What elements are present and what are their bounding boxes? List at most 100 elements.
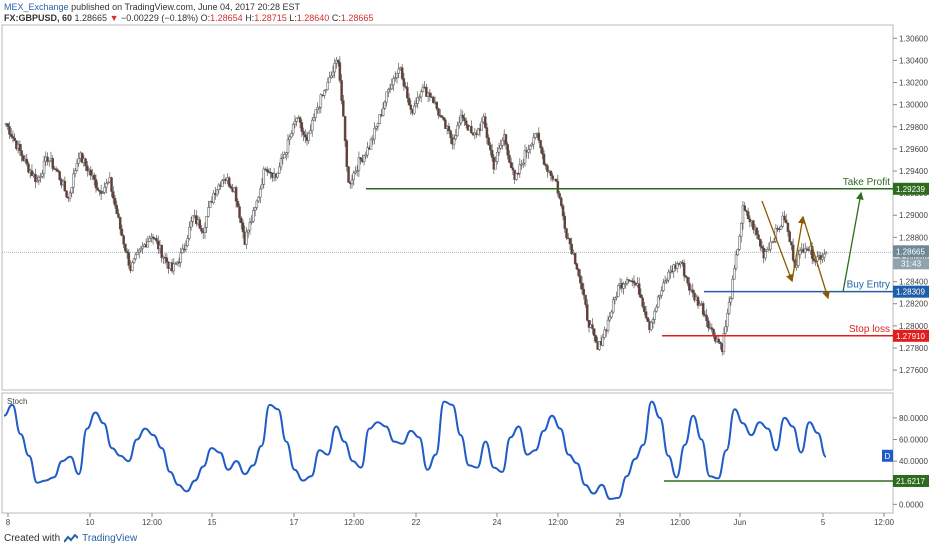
- candle-body: [298, 117, 302, 123]
- candle-body: [518, 164, 522, 174]
- candle-body: [421, 86, 425, 93]
- candle-body: [217, 184, 221, 191]
- candle-body: [520, 163, 523, 166]
- candle-body: [281, 157, 285, 160]
- candle-body: [402, 78, 406, 87]
- candle-body: [456, 125, 459, 136]
- candle-body: [364, 154, 368, 157]
- candle-body: [772, 240, 776, 243]
- candle-body: [241, 222, 245, 233]
- candle-body: [317, 107, 321, 109]
- candle-body: [253, 207, 257, 211]
- candle-body: [528, 145, 532, 150]
- candle-body: [96, 187, 99, 191]
- candle-body: [189, 221, 193, 228]
- candle-body: [523, 150, 527, 164]
- tradingview-brand[interactable]: TradingView: [82, 533, 138, 544]
- candle-body: [625, 279, 629, 284]
- open-value: 1.28654: [210, 13, 243, 23]
- candle-body: [248, 222, 252, 231]
- candle-body: [437, 108, 440, 116]
- candle-body: [25, 158, 29, 165]
- candle-body: [286, 139, 290, 153]
- candle-body: [388, 88, 392, 91]
- candle-body: [824, 252, 828, 255]
- candle-body: [234, 187, 238, 202]
- publisher-name[interactable]: MEX_Exchange: [4, 2, 69, 12]
- footer: Created with TradingView: [4, 533, 137, 544]
- candle-body: [184, 245, 188, 250]
- candle-body: [340, 80, 343, 101]
- candle-body: [89, 169, 93, 176]
- candle-body: [120, 228, 124, 237]
- price-tick-label: 1.28000: [899, 322, 928, 331]
- candle-body: [336, 60, 340, 63]
- candle-body: [240, 217, 243, 224]
- candle-body: [409, 104, 413, 110]
- candle-body: [658, 295, 662, 298]
- candle-body: [378, 114, 381, 124]
- candle-body: [496, 152, 499, 162]
- stoch-marker[interactable]: [882, 449, 893, 462]
- candle-body: [238, 206, 241, 219]
- candle-body: [343, 116, 347, 141]
- candle-body: [530, 143, 534, 147]
- chart-canvas[interactable]: 1.30600 1.30400 1.30200 1.30000 1.29800 1.296…: [0, 0, 932, 530]
- candle-body: [413, 105, 416, 114]
- time-tick-label: 12:00: [548, 518, 569, 527]
- candle-body: [9, 134, 13, 137]
- candle-body: [570, 243, 573, 255]
- candle-body: [47, 160, 51, 163]
- take-profit-price-tag: [893, 182, 929, 195]
- candle-body: [347, 166, 350, 183]
- candle-body: [542, 153, 546, 165]
- time-tick-label: 12:00: [874, 518, 895, 527]
- candle-body: [362, 155, 366, 162]
- candle-body: [646, 317, 650, 322]
- candle-body: [516, 172, 520, 175]
- candle-body: [560, 197, 563, 207]
- candle-body: [333, 62, 336, 73]
- stoch-tick-label: 40.0000: [899, 457, 928, 466]
- candle-body: [435, 101, 439, 109]
- candle-body: [259, 188, 262, 198]
- candle-body: [357, 157, 361, 171]
- candle-body: [823, 253, 826, 258]
- candle-body: [759, 238, 762, 247]
- candle-body: [407, 97, 411, 106]
- candle-body: [124, 243, 127, 252]
- candle-body: [51, 158, 54, 169]
- candle-body: [27, 163, 30, 173]
- candle-body: [551, 175, 554, 180]
- time-tick-label: 12:00: [344, 518, 365, 527]
- candle-body: [627, 279, 631, 281]
- candle-body: [381, 108, 385, 116]
- candle-body: [11, 136, 15, 139]
- candle-body: [651, 319, 655, 323]
- candle-body: [68, 192, 72, 199]
- stoch-pane-frame: [1, 392, 894, 514]
- candle-body: [255, 200, 259, 208]
- candle-body: [355, 170, 359, 172]
- candle-body: [8, 126, 11, 135]
- candle-body: [594, 335, 598, 343]
- candle-body: [172, 263, 176, 272]
- candle-body: [556, 181, 560, 194]
- stoch-tick-label: 80.0000: [899, 414, 928, 423]
- time-tick-label: 29: [616, 518, 625, 527]
- candle-body: [795, 265, 798, 268]
- candle-body: [312, 117, 316, 121]
- stoch-marker-text: D: [885, 452, 891, 461]
- time-tick-label: 15: [208, 518, 217, 527]
- candle-body: [577, 268, 580, 276]
- candle-body: [73, 170, 77, 175]
- candle-body: [20, 150, 23, 157]
- candle-body: [663, 280, 667, 284]
- candle-body: [485, 127, 489, 138]
- candle-body: [101, 192, 105, 194]
- candle-body: [285, 152, 288, 155]
- candle-body: [352, 172, 355, 181]
- price-pane-frame: [1, 24, 894, 391]
- stoch-line: [3, 400, 827, 500]
- candle-body: [490, 149, 494, 158]
